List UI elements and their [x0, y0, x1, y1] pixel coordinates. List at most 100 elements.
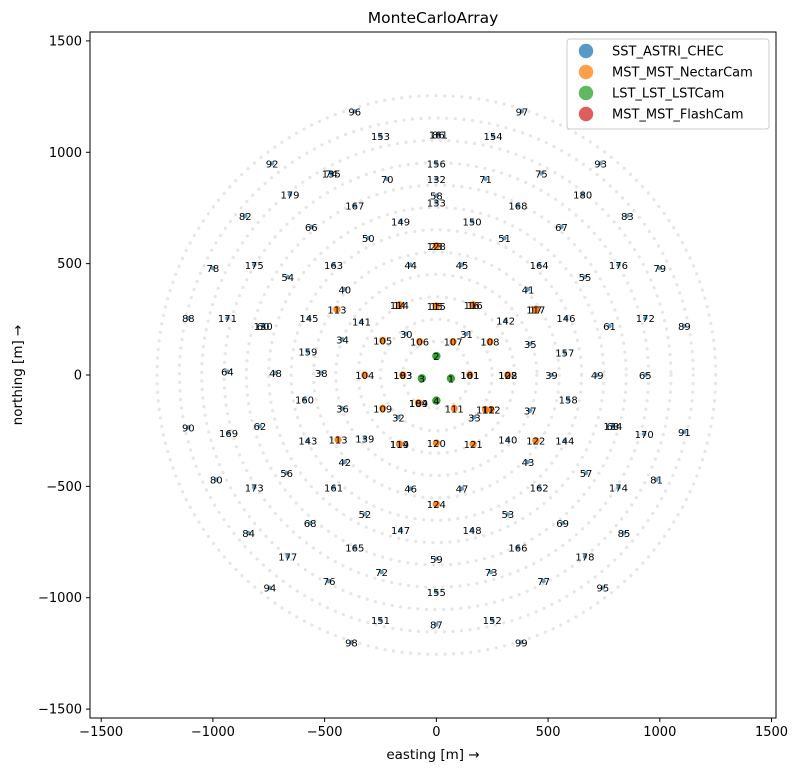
telescope-label: 4	[433, 397, 439, 408]
y-axis-ticks: −1500 −1000 −500 0 500 1000 1500	[38, 34, 90, 718]
telescope-label: 59	[430, 555, 443, 566]
y-tick-label: −1000	[38, 591, 82, 606]
telescope-point	[333, 305, 341, 313]
telescope-label: 139	[355, 434, 374, 445]
telescope-point	[432, 242, 440, 250]
telescope-label: 44	[404, 261, 417, 272]
telescope-label: 104	[355, 371, 374, 382]
telescope-point	[307, 520, 313, 526]
telescope-label: 149	[391, 217, 410, 228]
telescope-point	[334, 435, 342, 444]
telescope-point	[287, 192, 293, 197]
telescope-point	[329, 171, 334, 176]
telescope-point	[446, 374, 456, 383]
telescope-point	[643, 372, 648, 378]
telescope-point	[504, 371, 512, 379]
telescope-label: 97	[516, 107, 529, 118]
telescope-point	[657, 265, 663, 271]
telescope-label: 128	[498, 371, 517, 382]
telescope-point	[434, 200, 439, 205]
telescope-label: 144	[555, 437, 574, 448]
telescope-label: 135	[322, 169, 341, 180]
telescope-point	[408, 262, 413, 267]
legend-marker	[578, 43, 594, 59]
telescope-label: 99	[515, 638, 528, 649]
telescope-point	[436, 132, 441, 137]
x-tick-label: −500	[307, 725, 343, 740]
telescope-label: 109	[409, 399, 428, 410]
telescope-point	[528, 408, 533, 413]
telescope-label: 65	[639, 371, 652, 382]
telescope-label: 92	[266, 159, 279, 170]
telescope-point	[563, 316, 569, 321]
telescope-point	[616, 485, 621, 490]
telescope-point	[450, 404, 458, 413]
telescope-point	[305, 349, 311, 354]
telescope-label: 45	[456, 261, 469, 272]
telescope-label: 64	[221, 368, 234, 379]
background-ring	[311, 250, 561, 500]
y-tick-label: −500	[46, 480, 82, 495]
x-axis-label: easting [m] →	[386, 747, 479, 763]
telescope-label: 106	[410, 338, 429, 349]
legend: SST_ASTRI_CHEC MST_MST_NectarCam LST_LST_L…	[566, 38, 770, 130]
telescope-point	[398, 219, 403, 224]
telescope-point	[469, 301, 477, 309]
telescope-label: 36	[336, 404, 349, 415]
telescope-label: 141	[352, 318, 371, 329]
telescope-label: 51	[498, 234, 511, 245]
telescope-label: 155	[427, 588, 446, 599]
telescope-label: 17	[529, 305, 542, 316]
telescope-label: 2	[433, 352, 439, 363]
telescope-label: 50	[362, 234, 375, 245]
telescope-label: 56	[280, 469, 293, 480]
telescope-label: 90	[182, 423, 195, 434]
telescope-label: 61	[603, 322, 616, 333]
telescope-label: 62	[253, 422, 266, 433]
telescope-label: 46	[404, 485, 417, 496]
telescope-point	[560, 520, 565, 526]
telescope-point	[487, 405, 495, 414]
telescope-point	[210, 265, 216, 271]
telescope-point	[559, 224, 564, 230]
background-ring	[267, 205, 606, 545]
telescope-label: 169	[219, 429, 238, 440]
telescope-point	[469, 527, 475, 532]
telescope-label: 70	[381, 175, 394, 186]
telescope-point	[528, 341, 533, 347]
legend-entry: LST_LST_LSTCam	[612, 87, 724, 102]
telescope-point	[434, 589, 439, 595]
telescope-point	[515, 545, 521, 550]
telescope-label: 42	[338, 458, 351, 469]
telescope-point	[340, 337, 345, 342]
telescope-label: 38	[315, 369, 328, 380]
telescope-label: 184	[409, 399, 428, 410]
telescope-point	[417, 374, 427, 383]
telescope-point	[654, 477, 659, 482]
telescope-label: 173	[245, 483, 264, 494]
telescope-point	[562, 350, 568, 355]
background-ring	[356, 295, 517, 455]
telescope-point	[525, 287, 531, 292]
telescope-point	[432, 500, 440, 508]
background-ring	[222, 161, 651, 589]
background-ring	[155, 94, 718, 656]
telescope-point	[302, 397, 307, 402]
telescope-label: 98	[345, 638, 358, 649]
telescope-label: 101	[460, 371, 479, 382]
telescope-point	[379, 569, 384, 575]
telescope-label: 174	[609, 483, 628, 494]
telescope-label: 31	[460, 330, 473, 341]
telescope-point	[459, 262, 465, 267]
telescope-point	[472, 415, 477, 420]
telescope-label: 43	[522, 458, 535, 469]
x-tick-label: 1000	[643, 725, 676, 740]
telescope-label: 69	[556, 519, 569, 530]
telescope-point	[342, 287, 347, 292]
telescope-label: 23	[430, 242, 443, 253]
telescope-label: 88	[182, 314, 195, 325]
telescope-label: 109	[373, 404, 392, 415]
telescope-point	[214, 477, 219, 482]
telescope-point	[536, 485, 542, 490]
